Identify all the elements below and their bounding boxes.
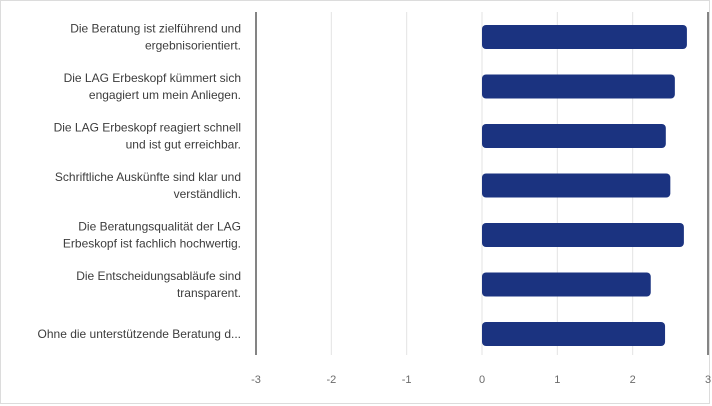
x-tick-labels: -3 -2 -1 0 1 2 3	[251, 374, 711, 386]
category-labels: Die Beratung ist zielführend und ergebnis…	[38, 22, 241, 342]
category-label: Die Beratungsqualität der LAG	[78, 220, 241, 234]
x-tick-label: -3	[251, 374, 261, 386]
category-label: Die LAG Erbeskopf reagiert schnell	[54, 121, 241, 135]
x-tick-label: -1	[402, 374, 412, 386]
category-label: transparent.	[177, 286, 241, 300]
category-label: und ist gut erreichbar.	[126, 138, 241, 152]
bar[interactable]	[482, 223, 684, 247]
bar[interactable]	[482, 25, 687, 49]
x-tick-label: 0	[479, 374, 485, 386]
bars	[482, 25, 687, 346]
category-label: Die Beratung ist zielführend und	[70, 22, 241, 36]
x-tick-label: 2	[630, 374, 636, 386]
category-label: Die LAG Erbeskopf kümmert sich	[64, 71, 241, 85]
bar[interactable]	[482, 272, 651, 297]
category-label: ergebnisorientiert.	[145, 39, 241, 53]
bar[interactable]	[482, 124, 666, 148]
category-label: verständlich.	[174, 187, 241, 201]
category-label: Die Entscheidungsabläufe sind	[76, 269, 241, 283]
bar[interactable]	[482, 173, 671, 198]
bar[interactable]	[482, 74, 675, 99]
x-tick-label: 1	[554, 374, 560, 386]
category-label: Schriftliche Auskünfte sind klar und	[55, 170, 241, 184]
category-label: Ohne die unterstützende Beratung d...	[38, 327, 241, 341]
category-label: engagiert um mein Anliegen.	[89, 88, 241, 102]
bar[interactable]	[482, 322, 666, 346]
x-tick-label: 3	[705, 374, 711, 386]
category-label: Erbeskopf ist fachlich hochwertig.	[63, 237, 241, 251]
x-tick-label: -2	[326, 374, 336, 386]
